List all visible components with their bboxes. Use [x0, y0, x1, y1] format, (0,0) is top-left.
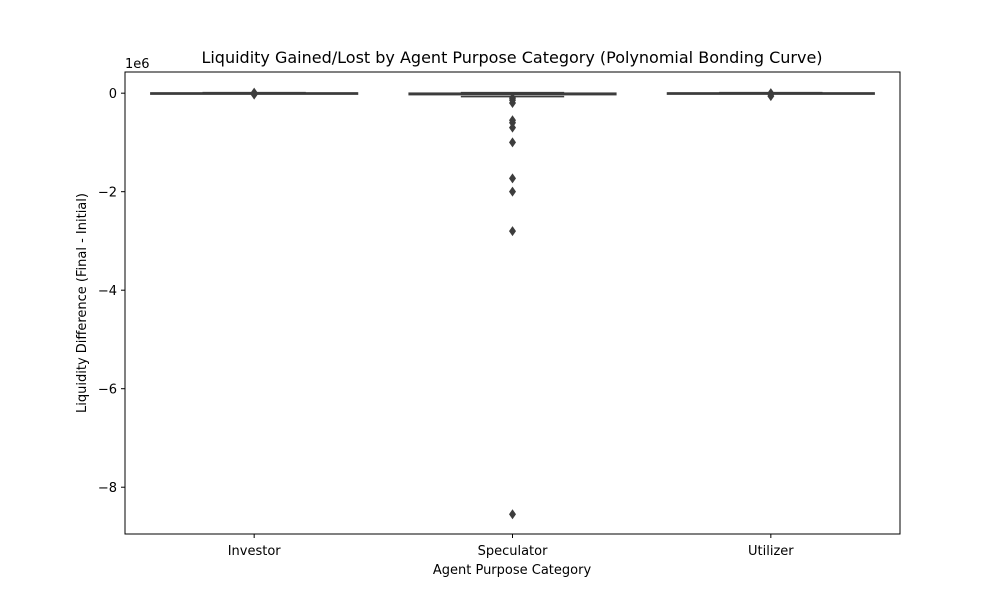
outlier-point	[509, 186, 516, 197]
outlier-point	[509, 173, 516, 184]
x-axis-label: Agent Purpose Category	[433, 563, 592, 578]
box-utilizer	[666, 88, 875, 102]
y-tick-label: −8	[98, 481, 117, 496]
y-tick-label: 0	[109, 87, 117, 102]
y-tick-label: −4	[98, 284, 117, 299]
y-tick-label: −6	[98, 383, 117, 398]
outlier-point	[509, 226, 516, 237]
y-axis: 0 −2 −4 −6 −8	[98, 87, 125, 496]
x-tick-label: Investor	[228, 544, 282, 559]
outlier-point	[767, 91, 775, 102]
y-axis-label: Liquidity Difference (Final - Initial)	[75, 193, 90, 413]
outlier-point	[509, 122, 516, 133]
y-tick-label: −2	[98, 186, 117, 201]
outlier-point	[509, 98, 516, 109]
x-tick-label: Utilizer	[748, 544, 794, 559]
chart-title: Liquidity Gained/Lost by Agent Purpose C…	[201, 48, 822, 67]
box-series	[150, 87, 875, 520]
box-investor	[150, 87, 359, 100]
x-tick-label: Speculator	[478, 544, 549, 559]
box-speculator	[408, 91, 617, 520]
outlier-point	[509, 509, 516, 520]
y-offset-label: 1e6	[125, 57, 150, 72]
outlier-point	[250, 89, 258, 100]
x-axis: Investor Speculator Utilizer	[228, 534, 794, 559]
outlier-point	[509, 137, 516, 148]
